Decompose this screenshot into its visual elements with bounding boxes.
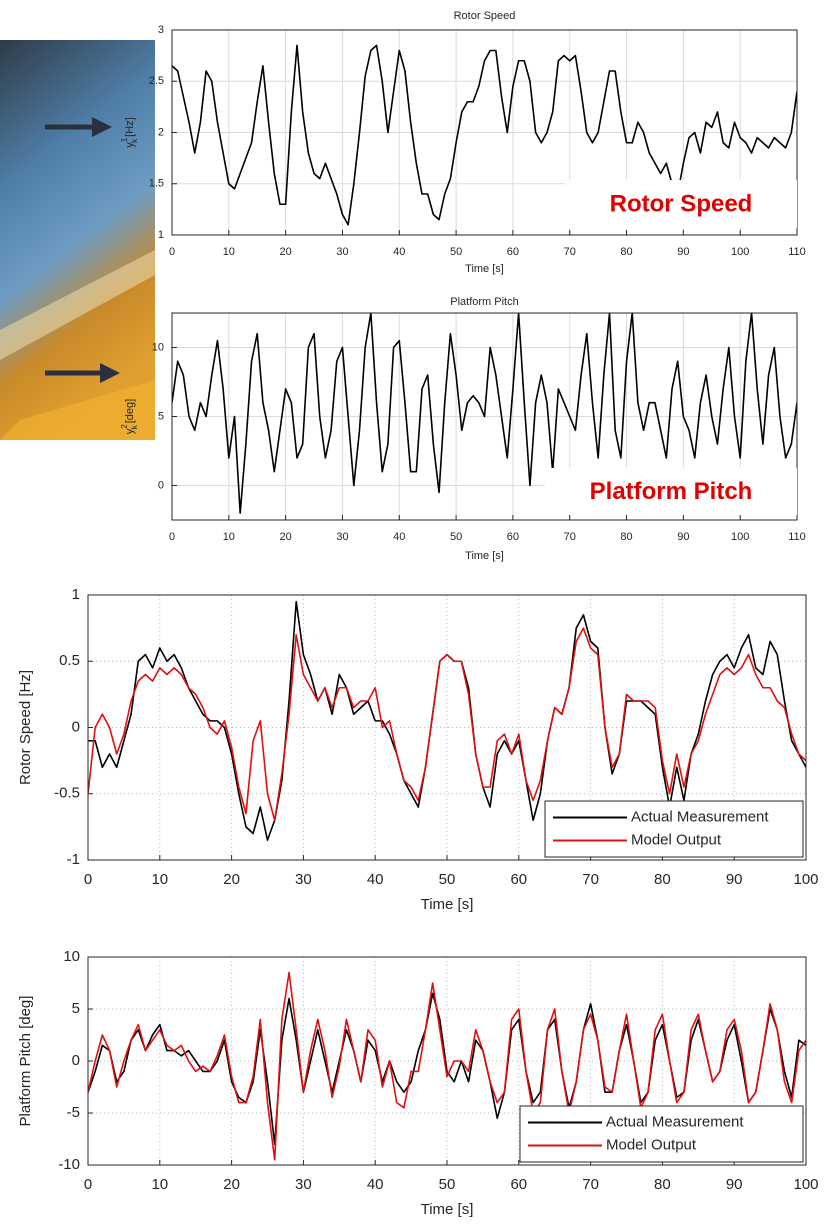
y-tick-label: 0.5	[59, 652, 80, 669]
annotation: Rotor Speed	[610, 190, 753, 217]
figure: 010203040506070809010011011.522.53Rotor …	[0, 0, 829, 1224]
y-axis-label: Platform Pitch [deg]	[17, 996, 34, 1127]
x-axis-label: Time [s]	[421, 896, 474, 913]
x-tick-label: 40	[393, 246, 405, 258]
x-tick-label: 20	[223, 871, 240, 888]
y-tick-label: 1.5	[149, 178, 164, 190]
legend: Actual Measurement Model Output	[545, 801, 803, 857]
chart: 0 10 20 30 40 50 60 70 80 90 100 -10 -5 0 5 10 Time [s] P…	[17, 948, 819, 1218]
x-tick-label: 20	[280, 246, 292, 258]
annotation: Platform Pitch	[590, 478, 753, 505]
x-tick-label: 20	[280, 531, 292, 543]
y-tick-label: -5	[67, 1104, 80, 1121]
x-tick-label: 90	[726, 1176, 743, 1193]
chart-title: Platform Pitch	[450, 296, 518, 308]
x-tick-label: 0	[169, 246, 175, 258]
x-axis-label: Time [s]	[465, 550, 504, 562]
x-tick-label: 70	[564, 246, 576, 258]
x-tick-label: 110	[788, 531, 806, 543]
x-tick-label: 30	[295, 1176, 312, 1193]
x-tick-label: 70	[582, 871, 599, 888]
y-tick-label: 2.5	[149, 75, 164, 87]
x-tick-label: 80	[654, 1176, 671, 1193]
x-tick-label: 80	[620, 246, 632, 258]
y-tick-label: 10	[63, 948, 80, 965]
x-tick-label: 90	[677, 531, 689, 543]
chart-title: Rotor Speed	[454, 10, 516, 22]
legend-label: Actual Measurement	[606, 1113, 744, 1130]
x-tick-label: 100	[793, 871, 818, 888]
x-tick-label: 0	[84, 871, 92, 888]
y-label-sup: 2	[120, 424, 129, 429]
y-label-unit: [deg]	[124, 399, 136, 423]
x-tick-label: 10	[223, 531, 235, 543]
x-tick-label: 0	[84, 1176, 92, 1193]
x-tick-label: 10	[223, 246, 235, 258]
x-tick-label: 0	[169, 531, 175, 543]
x-tick-label: 10	[151, 1176, 168, 1193]
x-axis-label: Time [s]	[421, 1201, 474, 1218]
x-tick-label: 30	[295, 871, 312, 888]
y-tick-label: -1	[67, 851, 80, 868]
x-tick-label: 80	[620, 531, 632, 543]
x-tick-label: 100	[731, 531, 749, 543]
x-tick-label: 60	[510, 1176, 527, 1193]
y-label-unit: [Hz]	[124, 117, 136, 137]
y-tick-label: 2	[158, 126, 164, 138]
x-tick-label: 70	[564, 531, 576, 543]
y-tick-label: 5	[72, 1000, 80, 1017]
x-tick-label: 40	[367, 871, 384, 888]
x-axis-label: Time [s]	[465, 263, 504, 275]
x-tick-label: 50	[450, 531, 462, 543]
x-tick-label: 100	[731, 246, 749, 258]
photo	[0, 40, 155, 440]
chart: 0 10 20 30 40 50 60 70 80 90 100 110 1 1.5 2 2.5 3 Rotor …	[120, 10, 806, 275]
y-tick-label: 10	[152, 341, 164, 353]
y-axis-label: Rotor Speed [Hz]	[17, 670, 34, 785]
x-tick-label: 60	[507, 246, 519, 258]
y-tick-label: 1	[158, 229, 164, 241]
x-tick-label: 50	[439, 1176, 456, 1193]
x-tick-label: 90	[726, 871, 743, 888]
y-tick-label: 0	[72, 1052, 80, 1069]
y-tick-label: 5	[158, 410, 164, 422]
x-tick-label: 100	[793, 1176, 818, 1193]
x-tick-label: 60	[507, 531, 519, 543]
y-tick-label: 1	[72, 586, 80, 603]
x-tick-label: 50	[439, 871, 456, 888]
x-tick-label: 70	[582, 1176, 599, 1193]
y-label-sup: 1	[120, 137, 129, 142]
x-tick-label: 30	[336, 531, 348, 543]
legend-label: Model Output	[606, 1136, 697, 1153]
y-tick-label: -0.5	[54, 785, 80, 802]
x-tick-label: 40	[367, 1176, 384, 1193]
x-tick-label: 40	[393, 531, 405, 543]
y-tick-label: 0	[72, 718, 80, 735]
chart: 0 10 20 30 40 50 60 70 80 90 100 110 0 5 10 Platform Pi…	[120, 296, 806, 562]
legend: Actual Measurement Model Output	[520, 1106, 803, 1162]
x-tick-label: 20	[223, 1176, 240, 1193]
y-tick-label: 0	[158, 479, 164, 491]
x-tick-label: 110	[788, 246, 806, 258]
x-tick-label: 90	[677, 246, 689, 258]
x-tick-label: 10	[151, 871, 168, 888]
x-tick-label: 80	[654, 871, 671, 888]
x-tick-label: 50	[450, 246, 462, 258]
y-tick-label: 3	[158, 24, 164, 36]
x-tick-label: 30	[336, 246, 348, 258]
x-tick-label: 60	[510, 871, 527, 888]
legend-label: Actual Measurement	[631, 808, 769, 825]
legend-label: Model Output	[631, 831, 722, 848]
chart: 0 10 20 30 40 50 60 70 80 90 100 -1 -0.5 0 0.5 1 Time [s…	[17, 586, 819, 913]
y-tick-label: -10	[58, 1156, 80, 1173]
